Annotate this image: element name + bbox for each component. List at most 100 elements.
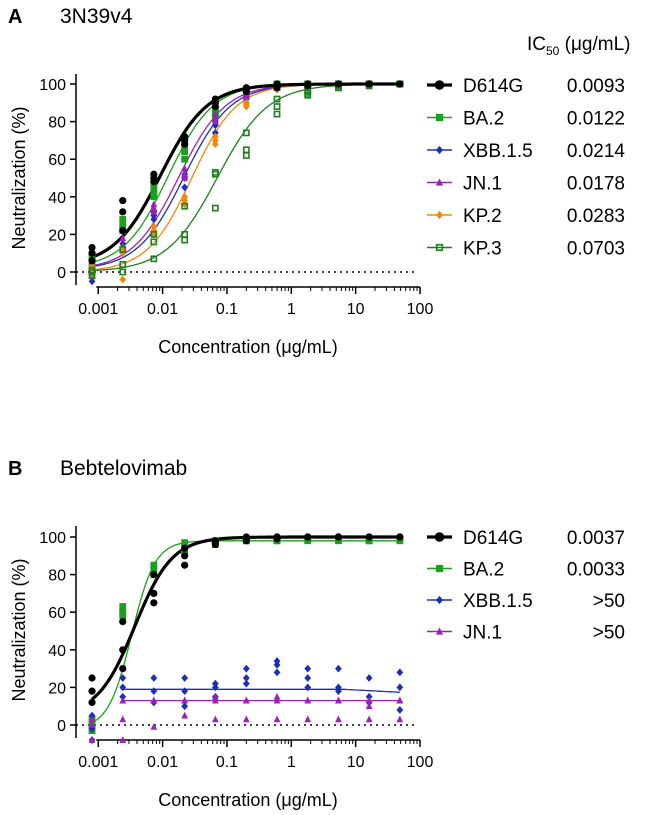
data-point [365,702,373,710]
data-point [273,110,281,118]
data-point [119,665,127,673]
data-point [119,696,127,704]
data-point [242,674,250,682]
legend-ic50: >50 [593,591,625,612]
y-tick-label: 20 [48,227,66,244]
data-point [181,539,189,547]
data-point [119,221,127,229]
data-point [150,207,158,215]
x-tick-label: 10 [347,754,365,771]
data-point [211,102,219,111]
data-point [150,565,158,573]
panel-a-title: 3N39v4 [60,5,133,28]
data-point [242,84,250,92]
data-point [181,548,189,556]
legend-label: BA.2 [463,560,504,581]
data-point [150,193,158,201]
data-point [181,236,189,244]
data-point [150,231,158,238]
y-tick-label: 60 [48,152,66,169]
data-point [181,674,189,682]
legend-ic50: 0.0283 [567,206,625,227]
data-point [119,603,127,610]
y-tick-label: 0 [57,718,66,735]
data-point [304,91,312,99]
data-point [150,189,158,197]
data-point [119,275,127,284]
data-point [181,561,189,569]
legend-marker [435,178,444,186]
panel-b-ylabel: Neutralization (%) [9,558,29,701]
data-point [304,82,312,90]
legend-marker [435,145,444,155]
x-tick-label: 0.001 [78,301,118,318]
legend-label: KP.3 [463,239,502,260]
data-point [88,253,96,261]
data-point [119,234,127,242]
data-point [396,696,404,704]
data-point [334,533,343,541]
x-tick-label: 0.001 [78,754,118,771]
data-point [181,696,189,704]
data-point [396,683,404,692]
y-tick-label: 80 [48,568,66,585]
panel-b-xlabel: Concentration (μg/mL) [158,790,337,810]
legend-label: JN.1 [463,623,502,644]
legend-marker [434,80,445,90]
data-point [88,687,96,695]
data-point [181,164,189,172]
x-tick-label: 100 [407,301,434,318]
legend-ic50: 0.0214 [567,141,626,162]
data-point [88,243,96,252]
data-point [119,208,127,216]
data-point [88,257,96,265]
data-point [181,192,189,201]
data-point [211,132,219,141]
data-point [273,668,281,677]
panel-a-ylabel: Neutralization (%) [9,106,29,249]
x-tick-label: 0.1 [216,301,238,318]
x-tick-label: 1 [287,754,296,771]
data-point [119,618,127,626]
legend-label: XBB.1.5 [463,591,533,612]
data-point [211,696,219,704]
data-point [365,674,373,682]
data-point [150,174,158,182]
data-point [242,696,250,704]
data-point [119,736,127,743]
legend-marker [435,595,444,605]
data-point [150,674,158,682]
data-point [211,540,219,549]
y-tick-label: 100 [39,77,66,94]
data-point [242,664,250,673]
data-point [150,184,158,191]
x-tick-label: 1 [287,301,296,318]
data-point [150,687,158,696]
data-point [242,100,250,109]
curve-jn1 [91,83,400,267]
data-point [119,215,127,223]
legend-label: XBB.1.5 [463,141,533,162]
data-point [211,117,219,125]
data-point [150,255,158,263]
data-point [181,133,189,141]
data-point [181,202,189,210]
legend-marker [435,113,444,122]
panel-a-plot: 0 20 40 60 80 100 0.001 0.01 0.1 1 10 100 D614G 0.009… [39,74,625,318]
data-point [150,238,158,246]
data-point [273,95,281,103]
data-point [211,113,219,121]
data-point [150,722,158,730]
legend-label: JN.1 [463,174,502,195]
data-point [242,715,250,723]
data-point [242,93,250,101]
data-point [150,204,158,211]
data-point [396,706,404,714]
panel-b-plot: 0 20 40 60 80 100 0.001 0.01 0.1 1 10 100 D614G 0.003… [39,526,625,771]
legend-label: D614G [463,76,523,97]
data-point [365,537,373,545]
data-point [242,129,250,137]
data-point [335,687,342,696]
data-point [365,80,373,88]
